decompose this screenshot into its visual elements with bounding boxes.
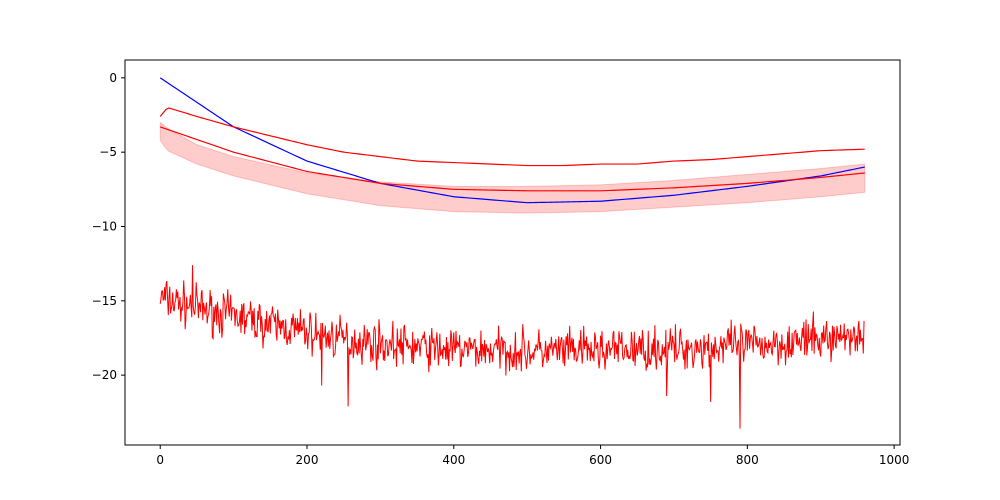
series-1-line [159, 107, 865, 167]
series-3-confidence-band [159, 121, 866, 214]
x-tick-label: 200 [296, 453, 319, 467]
series-0-line [159, 77, 865, 204]
x-tick-label: 800 [736, 453, 759, 467]
series-4-noisy-line [159, 265, 865, 429]
x-tick-label: 600 [589, 453, 612, 467]
chart-marks [159, 77, 866, 429]
y-axis: 0 −5 −10 −15 −20 [92, 71, 125, 382]
series-2-line [160, 126, 865, 192]
axes-frame [124, 59, 901, 446]
x-tick-label: 400 [442, 453, 465, 467]
y-tick-label: 0 [109, 71, 117, 85]
y-tick-label: −20 [92, 368, 117, 382]
x-axis: 0 200 400 600 800 1000 [156, 445, 909, 467]
y-tick-label: −5 [99, 145, 117, 159]
y-tick-label: −15 [92, 294, 117, 308]
y-tick-label: −10 [92, 219, 117, 233]
x-tick-label: 1000 [879, 453, 910, 467]
x-tick-label: 0 [156, 453, 164, 467]
